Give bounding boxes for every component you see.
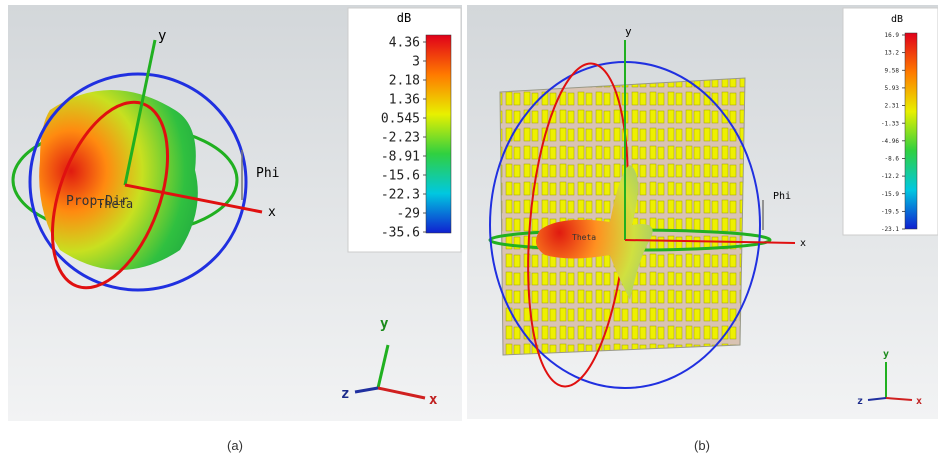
colorbar-label: 4.36	[389, 36, 420, 51]
colorbar-label: 1.36	[389, 93, 420, 108]
x-label: x	[268, 205, 276, 220]
triad-z-label: z	[857, 396, 863, 407]
colorbar-label: -22.3	[381, 188, 420, 203]
colorbar-label: -15.6	[381, 169, 420, 184]
colorbar-label: 2.31	[885, 103, 900, 110]
colorbar-label: 13.2	[885, 50, 900, 57]
colorbar-label: -23.1	[881, 226, 899, 233]
colorbar	[426, 35, 451, 233]
triad-z-label: z	[341, 386, 349, 402]
theta-label: Theta	[97, 197, 133, 211]
phi-label: Phi	[256, 166, 279, 181]
triad-x-label: x	[429, 392, 438, 408]
triad-y-label: y	[380, 316, 389, 332]
colorbar-unit: dB	[891, 14, 903, 25]
colorbar-label: -8.91	[381, 150, 420, 165]
colorbar-label: -35.6	[381, 226, 420, 241]
theta-label: Theta	[572, 233, 596, 242]
colorbar-label: -29	[397, 207, 420, 222]
panel-a: y x Phi Prop.Dir Theta dB 4.3632.181.360…	[8, 5, 462, 453]
colorbar-label: -1.33	[881, 120, 899, 127]
colorbar-label: 0.545	[381, 112, 420, 127]
colorbar-label: -19.5	[881, 208, 899, 215]
y-label: y	[158, 28, 166, 44]
colorbar-label: 2.18	[389, 74, 420, 89]
colorbar	[905, 33, 917, 229]
panel-b: y x Phi Theta dB 16.9 13.2 9.58 5.93 2.31 -1.…	[467, 5, 938, 453]
colorbar-label: 9.58	[885, 67, 900, 74]
x-label: x	[800, 238, 806, 249]
colorbar-label: -8.6	[885, 156, 900, 163]
triad-y-label: y	[883, 349, 889, 360]
figure: y x Phi Prop.Dir Theta dB 4.3632.181.360…	[0, 0, 938, 461]
caption: (a)	[227, 438, 243, 453]
colorbar-label: -2.23	[381, 131, 420, 146]
colorbar-label: 3	[412, 55, 420, 70]
phi-label: Phi	[773, 191, 791, 202]
caption: (b)	[694, 438, 710, 453]
colorbar-label: 16.9	[885, 32, 900, 39]
colorbar-label: 5.93	[885, 85, 900, 92]
colorbar-unit: dB	[397, 11, 411, 25]
colorbar-label: -12.2	[881, 173, 899, 180]
y-label: y	[625, 25, 632, 38]
triad-x-label: x	[916, 396, 922, 407]
colorbar-label: -15.9	[881, 191, 899, 198]
colorbar-label: -4.96	[881, 138, 899, 145]
